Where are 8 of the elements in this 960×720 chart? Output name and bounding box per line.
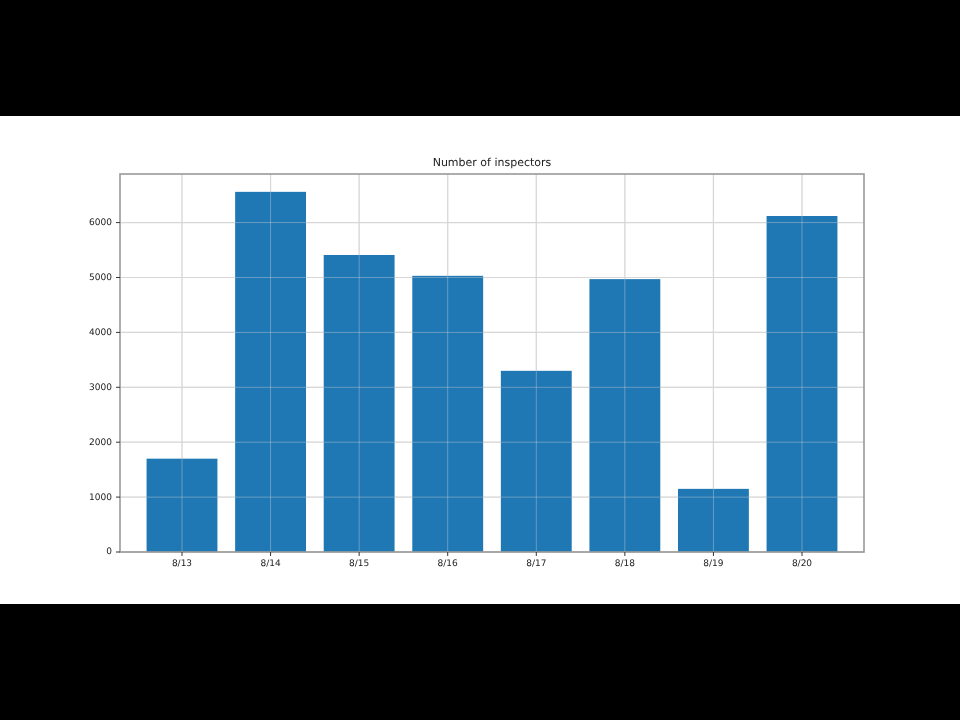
bar — [678, 488, 749, 552]
bar — [235, 191, 306, 552]
bar — [412, 275, 484, 552]
bar — [146, 458, 218, 552]
bar — [766, 216, 838, 552]
bar — [323, 254, 395, 552]
bar — [589, 279, 661, 552]
bar — [500, 370, 572, 552]
